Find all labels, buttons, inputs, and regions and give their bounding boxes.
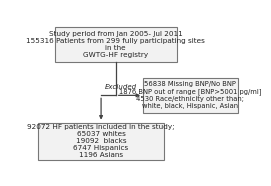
Text: 56838 Missing BNP/No BNP
1876 BNP out of range [BNP>5001 pg/ml]
4530 Race/ethnic: 56838 Missing BNP/No BNP 1876 BNP out of… (119, 81, 262, 109)
FancyBboxPatch shape (143, 78, 238, 113)
Text: Excluded: Excluded (105, 84, 137, 90)
Text: 92072 HF patients included in the study;
65037 whites
19092  blacks
6747 Hispani: 92072 HF patients included in the study;… (27, 124, 175, 158)
Text: Study period from Jan 2005- Jul 2011
155316 Patients from 299 fully participatin: Study period from Jan 2005- Jul 2011 155… (26, 31, 205, 58)
FancyBboxPatch shape (38, 123, 164, 160)
FancyBboxPatch shape (55, 27, 177, 62)
